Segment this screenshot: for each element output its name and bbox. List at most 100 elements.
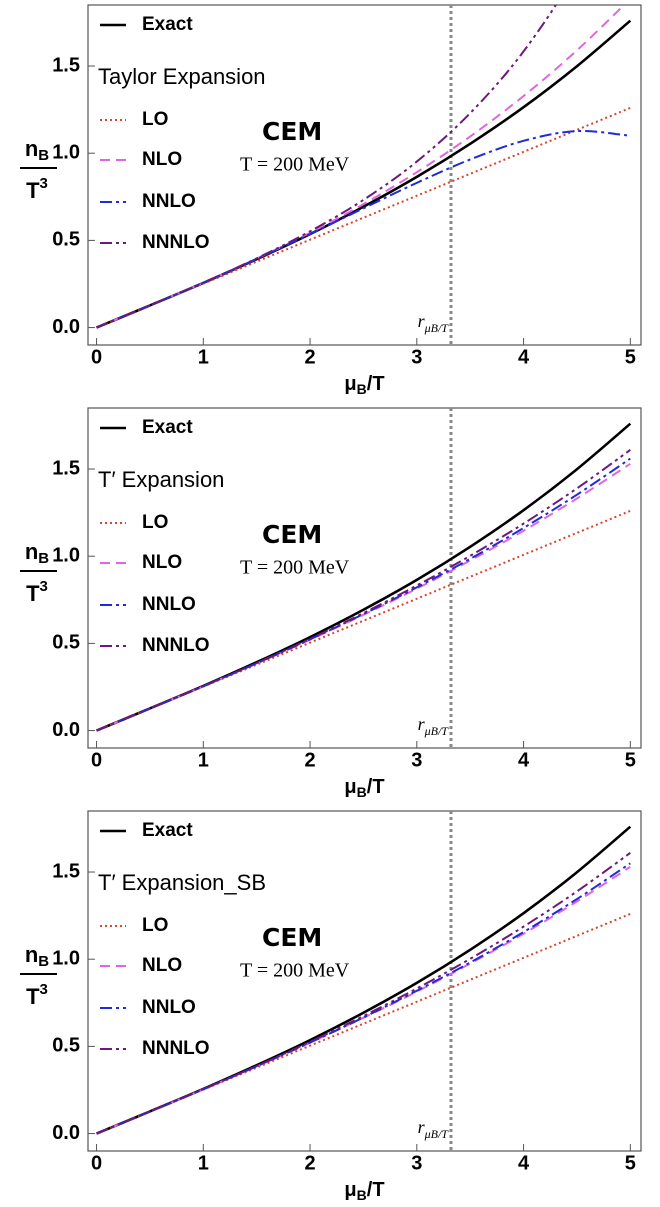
x-axis-label: μB/T (344, 373, 384, 396)
x-label-main: μ (344, 1179, 356, 1201)
legend-title: Taylor Expansion (98, 64, 266, 89)
y-tick-label: 1.5 (52, 457, 80, 479)
annotation: rμB/T (418, 311, 450, 335)
x-tick-label: 0 (91, 346, 102, 368)
legend-label: Exact (142, 14, 193, 35)
legend-title: T′ Expansion_SB (98, 870, 266, 895)
legend-label: Exact (142, 417, 193, 438)
y-label-top: n (25, 942, 38, 967)
y-label-top-sub: B (38, 550, 49, 567)
x-tick-label: 2 (304, 346, 315, 368)
legend-label: NNNLO (142, 635, 210, 656)
y-axis-label: nB (25, 136, 49, 164)
x-axis-label: μB/T (344, 776, 384, 799)
x-label-sub: B (357, 784, 367, 800)
temperature-label: T = 200 MeV (240, 557, 350, 579)
y-axis-label: nB (25, 539, 49, 567)
x-tick-label: 0 (91, 1152, 102, 1174)
legend-label: NNLO (142, 191, 196, 212)
annotation-text: r (418, 311, 426, 331)
plot-frame (87, 4, 642, 346)
x-label-sub: B (357, 1187, 367, 1203)
y-tick-label: 1.0 (52, 947, 80, 969)
panel: 0 1 2 3 4 50.00.51.01.5rμB/TμB/TnBT3ExactLONL… (20, 4, 642, 397)
y-label-top: n (25, 136, 38, 161)
y-tick-label: 1.5 (52, 860, 80, 882)
annotation-text: r (418, 1117, 426, 1137)
y-label-bottom: T (26, 581, 40, 606)
y-tick-label: 0.0 (52, 719, 80, 741)
y-tick-label: 1.0 (52, 141, 80, 163)
y-axis-label: nB (25, 942, 49, 970)
y-label-bottom-sup: 3 (40, 578, 48, 595)
annotation: rμB/T (418, 714, 450, 738)
y-label-top: n (25, 539, 38, 564)
legend-label: NLO (142, 552, 182, 573)
x-label-sub: B (357, 381, 367, 397)
y-label-bottom-sup: 3 (40, 981, 48, 998)
x-tick-label: 4 (518, 1152, 530, 1174)
x-tick-label: 1 (198, 1152, 209, 1174)
y-tick-label: 1.0 (52, 544, 80, 566)
y-label-top-sub: B (38, 953, 49, 970)
temperature-label: T = 200 MeV (240, 960, 350, 982)
legend-label: LO (142, 512, 168, 533)
x-tick-label: 4 (518, 749, 530, 771)
x-tick-label: 2 (304, 749, 315, 771)
x-tick-label: 1 (198, 346, 209, 368)
series-line (96, 449, 631, 732)
panel: 0 1 2 3 4 50.00.51.01.5rμB/TμB/TnBT3ExactLONL… (20, 810, 642, 1203)
x-label-rest: /T (367, 373, 385, 395)
x-label-rest: /T (367, 1179, 385, 1201)
x-tick-label: 5 (625, 1152, 636, 1174)
legend-label: LO (142, 915, 168, 936)
legend-label: NNNLO (142, 1038, 210, 1059)
series-line (96, 852, 631, 1135)
plot-frame (87, 810, 642, 1152)
y-tick-label: 0.5 (52, 229, 80, 251)
legend-label: Exact (142, 820, 193, 841)
x-tick-label: 0 (91, 749, 102, 771)
y-axis-label: T3 (26, 175, 48, 203)
x-tick-label: 3 (411, 346, 422, 368)
legend-label: NNLO (142, 594, 196, 615)
legend-label: LO (142, 109, 168, 130)
legend-label: NLO (142, 149, 182, 170)
x-tick-label: 2 (304, 1152, 315, 1174)
x-tick-label: 1 (198, 749, 209, 771)
annotation-text: r (418, 714, 426, 734)
annotation-subscript: μB/T (424, 724, 450, 738)
temperature-label: T = 200 MeV (240, 154, 350, 176)
series-line (96, 5, 558, 329)
y-label-bottom: T (26, 984, 40, 1009)
y-axis-label: T3 (26, 981, 48, 1009)
y-tick-label: 0.0 (52, 316, 80, 338)
x-axis-label: μB/T (344, 1179, 384, 1202)
y-label-bottom: T (26, 178, 40, 203)
x-tick-label: 5 (625, 749, 636, 771)
y-tick-label: 0.0 (52, 1122, 80, 1144)
legend-label: NLO (142, 955, 182, 976)
annotation-subscript: μB/T (424, 321, 450, 335)
model-label: CEM (262, 923, 322, 952)
panel: 0 1 2 3 4 50.00.51.01.5rμB/TμB/TnBT3ExactLONL… (20, 407, 642, 800)
y-tick-label: 0.5 (52, 1035, 80, 1057)
y-tick-label: 1.5 (52, 54, 80, 76)
legend-label: NNNLO (142, 232, 210, 253)
y-tick-label: 0.5 (52, 632, 80, 654)
x-label-main: μ (344, 373, 356, 395)
annotation: rμB/T (418, 1117, 450, 1141)
y-axis-label: T3 (26, 578, 48, 606)
y-label-top-sub: B (38, 147, 49, 164)
annotation-subscript: μB/T (424, 1127, 450, 1141)
legend-title: T′ Expansion (98, 467, 224, 492)
model-label: CEM (262, 117, 322, 146)
model-label: CEM (262, 520, 322, 549)
y-label-bottom-sup: 3 (40, 175, 48, 192)
legend-label: NNLO (142, 997, 196, 1018)
x-tick-label: 5 (625, 346, 636, 368)
x-label-main: μ (344, 776, 356, 798)
x-tick-label: 3 (411, 1152, 422, 1174)
plot-frame (87, 407, 642, 749)
